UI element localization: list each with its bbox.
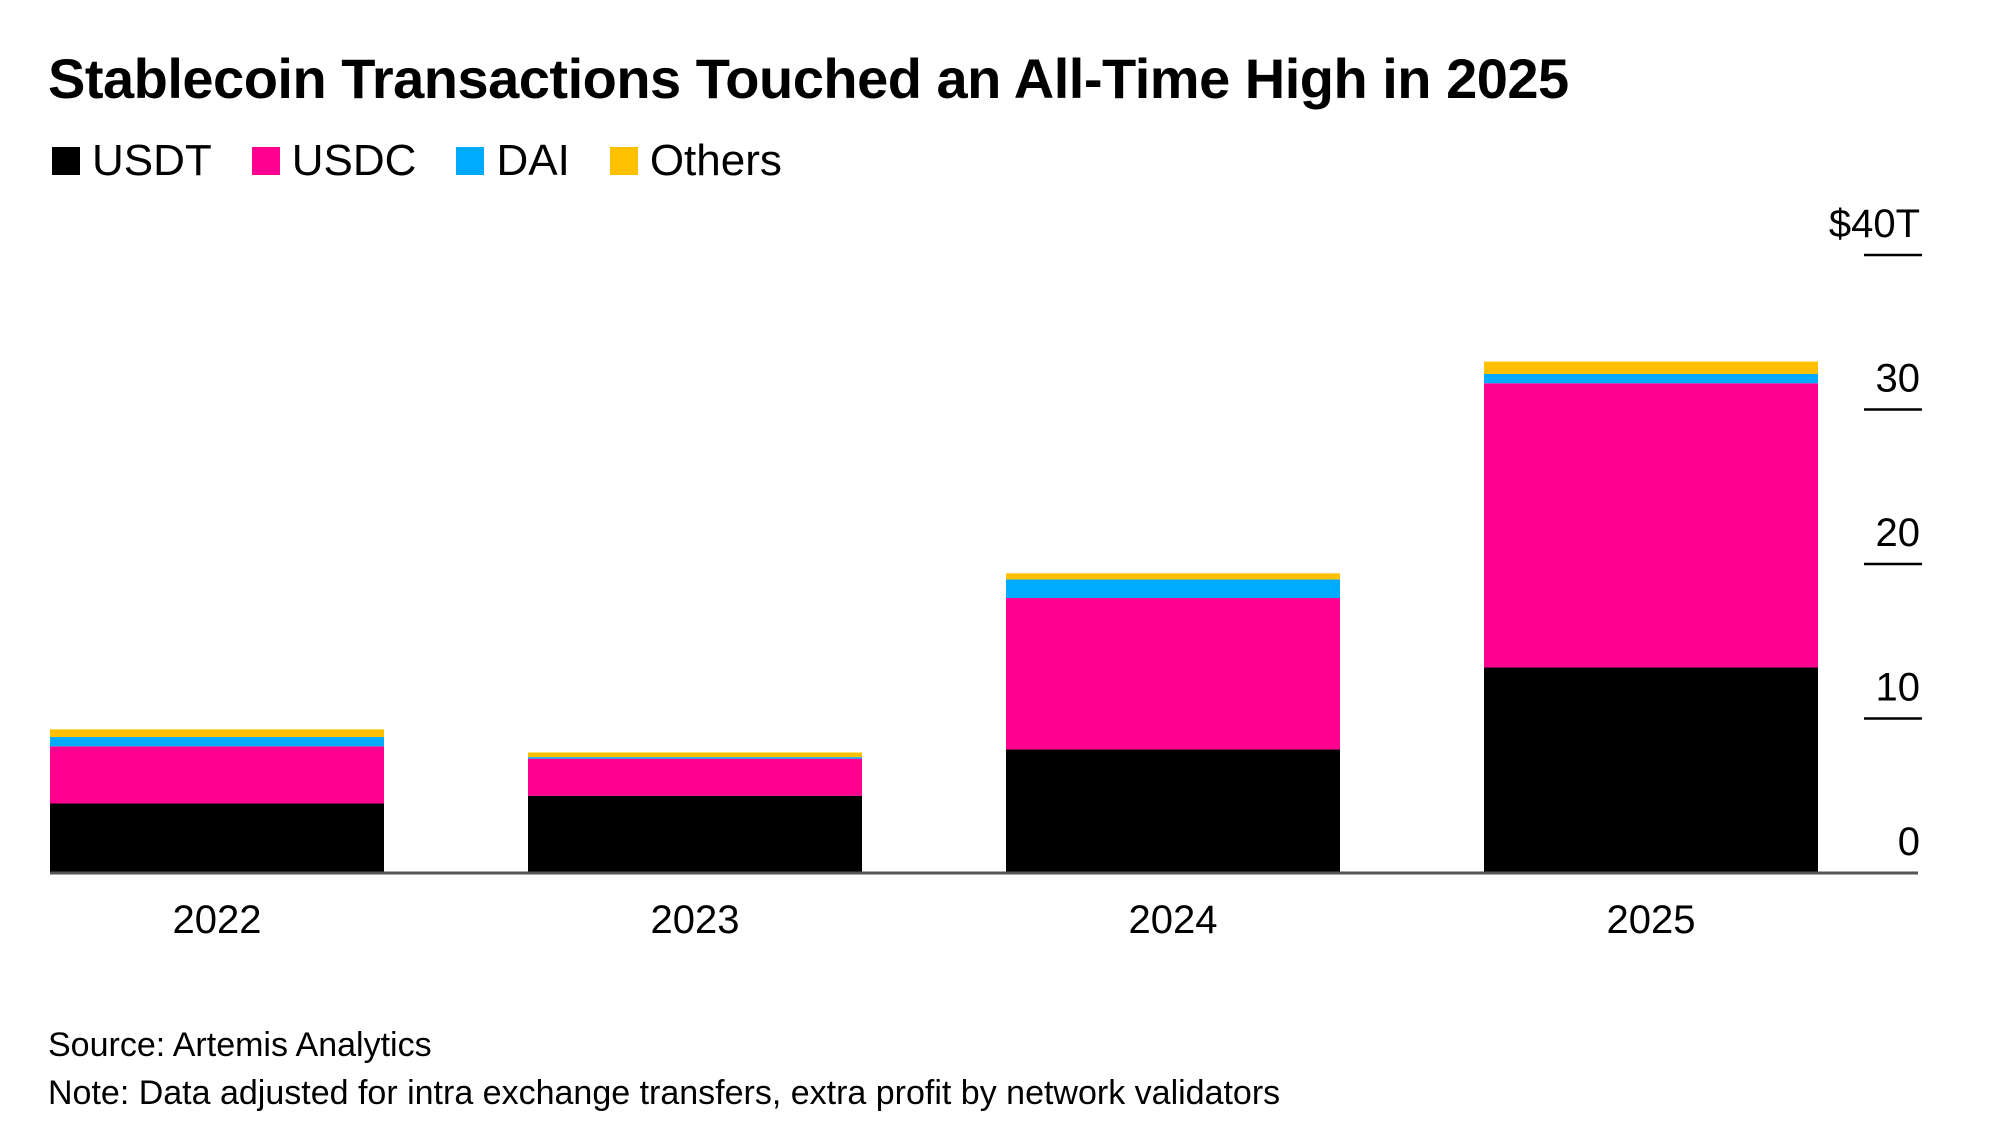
bar-2022-others bbox=[50, 729, 384, 738]
bar-2022-dai bbox=[50, 737, 384, 747]
y-tick-label-30: 30 bbox=[1876, 357, 1921, 401]
legend-item-usdc: USDC bbox=[251, 136, 417, 186]
bar-2022-usdc bbox=[50, 746, 384, 804]
x-tick-label-2023: 2023 bbox=[651, 898, 740, 942]
footnote: Note: Data adjusted for intra exchange t… bbox=[48, 1074, 1281, 1112]
bar-2025-usdc bbox=[1484, 383, 1818, 668]
bar-2023-usdt bbox=[528, 795, 862, 873]
stacked-bar-chart: 2022 2023 2024 2025 0 10 20 30 $40T bbox=[50, 202, 1922, 942]
y-tick-label-0: 0 bbox=[1898, 820, 1920, 864]
legend-swatch-usdt bbox=[52, 147, 80, 175]
legend-label-usdt: USDT bbox=[92, 136, 212, 185]
bar-2025-usdt bbox=[1484, 667, 1818, 873]
bar-2024-dai bbox=[1006, 579, 1340, 598]
bar-2024-others bbox=[1006, 573, 1340, 580]
bar-2024-usdc bbox=[1006, 597, 1340, 750]
bar-2024-usdt bbox=[1006, 749, 1340, 873]
legend-label-others: Others bbox=[649, 136, 782, 185]
legend-swatch-dai bbox=[456, 147, 485, 175]
bar-2023-usdc bbox=[528, 758, 862, 796]
bar-2025-dai bbox=[1484, 373, 1818, 384]
bar-2023-others bbox=[528, 752, 862, 758]
source-note: Source: Artemis Analytics bbox=[48, 1026, 432, 1064]
y-tick-label-40: $40T bbox=[1829, 202, 1920, 246]
y-tick-label-10: 10 bbox=[1876, 666, 1921, 710]
legend: USDT USDC DAI Others bbox=[52, 136, 822, 186]
x-tick-label-2024: 2024 bbox=[1129, 898, 1218, 942]
legend-item-others: Others bbox=[609, 136, 782, 186]
legend-item-dai: DAI bbox=[456, 136, 570, 186]
legend-item-usdt: USDT bbox=[52, 136, 212, 186]
legend-swatch-usdc bbox=[251, 147, 280, 175]
legend-label-usdc: USDC bbox=[291, 136, 417, 185]
chart-title: Stablecoin Transactions Touched an All-T… bbox=[48, 47, 1569, 110]
y-tick-label-20: 20 bbox=[1876, 511, 1921, 555]
bar-2025-others bbox=[1484, 361, 1818, 374]
x-tick-label-2025: 2025 bbox=[1607, 898, 1696, 942]
bar-2022-usdt bbox=[50, 803, 384, 873]
legend-swatch-others bbox=[609, 147, 638, 175]
legend-label-dai: DAI bbox=[496, 136, 570, 185]
bar-2023-dai bbox=[528, 757, 862, 759]
x-tick-label-2022: 2022 bbox=[173, 898, 262, 942]
